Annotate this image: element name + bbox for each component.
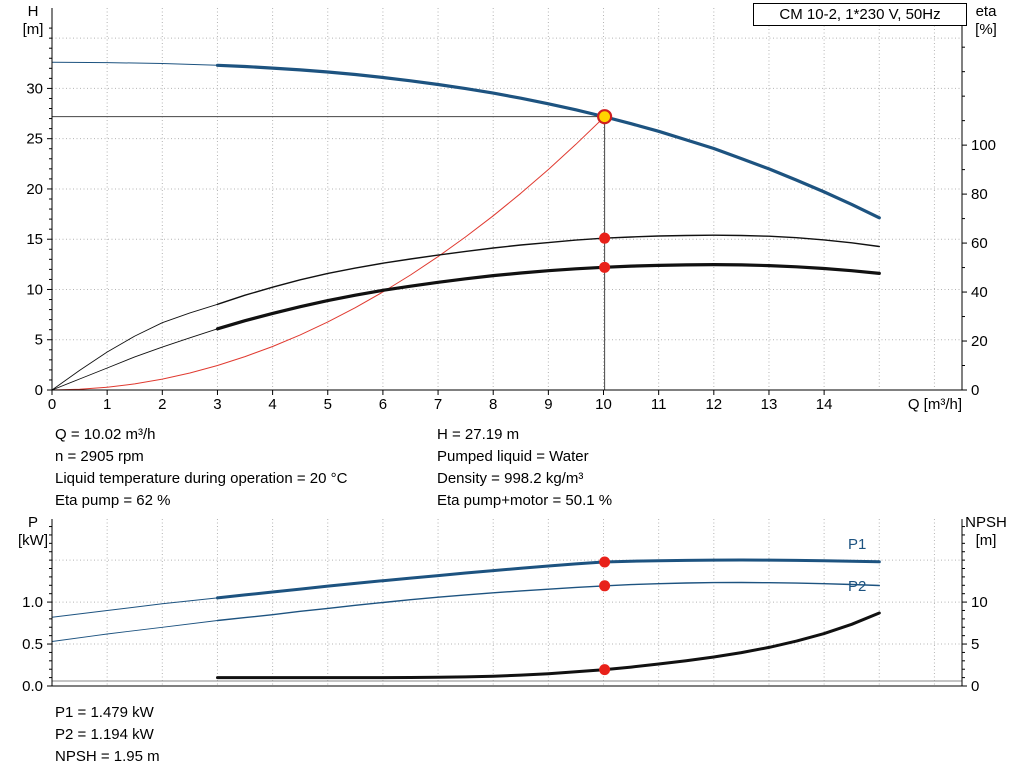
x-tick-label: 10 [595,396,612,413]
system-curve [51,116,606,391]
y-left-axis-title: [kW] [18,532,48,549]
info-line-eta-pump-motor: Eta pump+motor = 50.1 % [437,492,613,509]
power-info-column: P1 = 1.479 kW P2 = 1.194 kW NPSH = 1.95 … [55,702,160,768]
p1-point [599,556,611,568]
y-right-axis-title: [%] [975,21,997,38]
y-right-tick-label: 5 [971,636,979,653]
p1-curve-lead [51,597,218,618]
x-tick-label: 14 [816,396,833,413]
y-left-tick-label: 1.0 [22,594,43,611]
info-line-npsh: NPSH = 1.95 m [55,748,160,765]
x-tick-label: 4 [268,396,276,413]
eta-pump-point [599,232,611,244]
y-left-tick-label: 10 [26,281,43,298]
y-left-axis-title: H [28,3,39,20]
info-line-p1: P1 = 1.479 kW [55,704,154,721]
x-tick-label: 7 [434,396,442,413]
y-right-tick-label: 100 [971,137,996,154]
y-right-axis-title: NPSH [965,514,1007,531]
x-tick-label: 5 [324,396,332,413]
x-axis-label: Q [m³/h] [908,396,962,413]
npsh-curve [216,611,881,680]
p2-curve-lead [51,620,218,642]
pump-curve [215,63,881,220]
y-left-tick-label: 25 [26,131,43,148]
info-line-density: Density = 998.2 kg/m³ [437,470,584,487]
y-right-axis-title: [m] [976,532,997,549]
x-tick-label: 8 [489,396,497,413]
pump-curve-lead [51,61,218,66]
p2-curve [216,581,880,622]
y-left-tick-label: 0.0 [22,678,43,695]
x-tick-label: 6 [379,396,387,413]
y-right-tick-label: 40 [971,284,988,301]
info-line-eta-pump: Eta pump = 62 % [55,492,171,509]
y-right-tick-label: 0 [971,678,979,695]
pump-model-label: CM 10-2, 1*230 V, 50Hz [779,6,941,23]
curve-label-p1: P1 [848,536,866,553]
info-line-q: Q = 10.02 m³/h [55,426,156,443]
y-right-tick-label: 80 [971,186,988,203]
y-right-axis-title: eta [976,3,998,20]
y-right-tick-label: 60 [971,235,988,252]
info-line-p2: P2 = 1.194 kW [55,726,154,743]
hq-eta-chart: 0 1 2 3 4 5 6 7 8 9 10 11 12 13 14 Q [m³/h]051015202530… [23,3,998,413]
y-left-axis-title: [m] [23,21,44,38]
y-left-tick-label: 30 [26,80,43,97]
y-left-tick-label: 20 [26,181,43,198]
eta-pump-curve [216,234,880,305]
y-left-tick-label: 0 [35,382,43,399]
eta-pump-motor-point [599,261,611,273]
x-tick-label: 9 [544,396,552,413]
info-line-h: H = 27.19 m [437,426,520,443]
p1-curve [216,558,881,600]
eta-pump-motor-curve [215,263,881,331]
y-left-axis-title: P [28,514,38,531]
y-left-tick-label: 15 [26,231,43,248]
power-npsh-chart: 0.0 0.5 1.0 0 5 10 P[kW] NPSH[m] P1 P2 [18,514,1007,695]
x-tick-label: 1 [103,396,111,413]
x-tick-label: 3 [213,396,221,413]
curve-label-p2: P2 [848,578,866,595]
y-right-tick-label: 10 [971,594,988,611]
duty-info-column-1: Q = 10.02 m³/h n = 2905 rpm Liquid tempe… [55,424,347,512]
info-line-pumped-liquid: Pumped liquid = Water [437,448,589,465]
x-tick-label: 2 [158,396,166,413]
duty-info-column-2: H = 27.19 m Pumped liquid = Water Densit… [437,424,612,512]
y-left-tick-label: 0.5 [22,636,43,653]
info-line-n: n = 2905 rpm [55,448,144,465]
pump-model-box: CM 10-2, 1*230 V, 50Hz [753,3,967,26]
npsh-point [599,664,611,676]
eta-pump-curve-lead [51,303,218,391]
x-tick-label: 0 [48,396,56,413]
x-tick-label: 11 [651,396,667,413]
x-tick-label: 12 [705,396,722,413]
x-tick-label: 13 [761,396,778,413]
eta-pump-motor-curve-lead [51,328,218,391]
y-right-tick-label: 20 [971,333,988,350]
y-right-tick-label: 0 [971,382,979,399]
y-left-tick-label: 5 [35,332,43,349]
duty-point-marker [597,109,613,125]
p2-point [599,580,611,592]
info-line-liquid-temp: Liquid temperature during operation = 20… [55,470,348,487]
